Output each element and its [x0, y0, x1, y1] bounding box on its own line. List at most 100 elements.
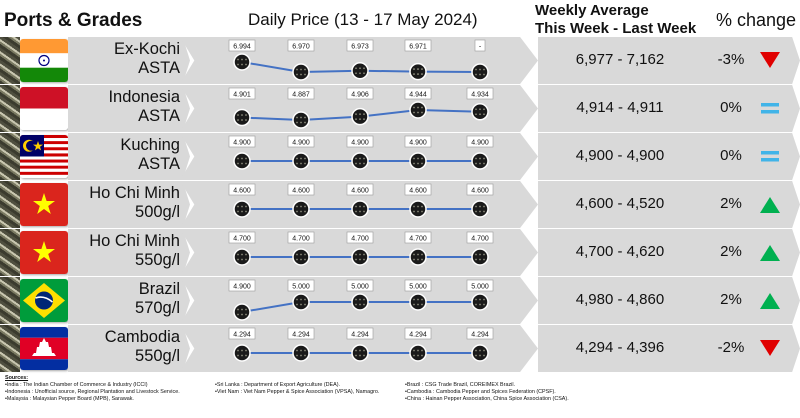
data-point: 4.934 [466, 87, 494, 121]
peppercorn-speckle [245, 157, 247, 160]
peppercorn-speckle [363, 205, 365, 208]
trend-up-icon [758, 181, 782, 228]
peppercorn-speckle [475, 157, 477, 160]
peppercorn-speckle [304, 73, 306, 76]
peppercorn-speckle [413, 210, 415, 213]
peppercorn-marker [351, 62, 369, 80]
peppercorn-speckle [483, 258, 485, 261]
peppercorn-speckle [363, 162, 365, 165]
peppercorn-speckle [241, 349, 243, 352]
peppercorn-speckle [245, 354, 247, 357]
data-label-box [404, 279, 432, 292]
peppercorn-speckle [237, 253, 239, 256]
peppercorn-speckle [479, 205, 481, 208]
price-row: Kuching ASTA 4,900 - 4,900 0% 4.900 4.900 4.90… [0, 133, 800, 180]
peppercorn-speckle [359, 253, 361, 256]
source-item: China : Hainan Pepper Association, China… [405, 396, 569, 403]
port-name: Cambodia 550g/l [105, 328, 180, 366]
peppercorn-marker [409, 152, 427, 170]
peppercorn-speckle [241, 63, 243, 66]
grade-label: 570g/l [135, 299, 180, 317]
peppercorn-speckle [363, 354, 365, 357]
peppercorn-marker [351, 152, 369, 170]
peppercorn-speckle [300, 157, 302, 160]
peppercorn-speckle [483, 108, 485, 111]
peppercorn-speckle [300, 258, 302, 261]
data-label-box [287, 327, 315, 340]
decorative-pepper-strip [0, 37, 20, 84]
peppercorn-speckle [421, 162, 423, 165]
peppercorn-speckle [237, 308, 239, 311]
daily-price-line-chart: 4.294 4.294 4.294 4.294 4.294 [228, 327, 494, 362]
peppercorn-speckle [421, 349, 423, 352]
decorative-pepper-strip [0, 229, 20, 276]
decorative-pepper-strip [0, 133, 20, 180]
peppercorn-speckle [355, 118, 357, 121]
peppercorn-speckle [479, 68, 481, 71]
source-item: Sri Lanka : Department of Export Agricul… [215, 382, 379, 389]
data-label-box [346, 87, 374, 100]
peppercorn-speckle [479, 303, 481, 306]
peppercorn-speckle [417, 111, 419, 114]
peppercorn-speckle [359, 72, 361, 75]
peppercorn-speckle [296, 349, 298, 352]
peppercorn-speckle [483, 113, 485, 116]
peppercorn-speckle [413, 258, 415, 261]
peppercorn-speckle [296, 121, 298, 124]
data-label-box [287, 231, 315, 244]
header-daily-price: Daily Price (13 - 17 May 2024) [248, 10, 478, 29]
data-point: 4.294 [228, 327, 256, 362]
weekly-average-value: 4,600 - 4,520 [575, 195, 665, 212]
peppercorn-marker [292, 152, 310, 170]
peppercorn-speckle [355, 113, 357, 116]
decorative-pepper-strip [0, 181, 20, 228]
peppercorn-marker [409, 200, 427, 218]
peppercorn-speckle [363, 258, 365, 261]
price-row: Cambodia 550g/l 4,294 - 4,396 -2% 4.294 4.294… [0, 325, 800, 372]
peppercorn-speckle [300, 68, 302, 71]
peppercorn-speckle [304, 210, 306, 213]
peppercorn-speckle [300, 210, 302, 213]
data-label-box [228, 327, 256, 340]
peppercorn-speckle [421, 157, 423, 160]
peppercorn-speckle [421, 106, 423, 109]
peppercorn-speckle [245, 258, 247, 261]
peppercorn-speckle [475, 349, 477, 352]
data-label: 4.294 [471, 332, 489, 339]
data-label-box [228, 279, 256, 292]
data-label-box [346, 231, 374, 244]
peppercorn-speckle [355, 253, 357, 256]
change-value: 2% [720, 243, 742, 260]
series-line-segment [241, 116, 302, 121]
data-label: 4.294 [292, 332, 310, 339]
peppercorn-speckle [245, 313, 247, 316]
data-label: 4.294 [233, 332, 251, 339]
peppercorn-speckle [413, 303, 415, 306]
data-label: 4.600 [471, 188, 489, 195]
peppercorn-marker [351, 248, 369, 266]
peppercorn-speckle [300, 73, 302, 76]
data-label-box [466, 231, 494, 244]
peppercorn-speckle [417, 258, 419, 261]
peppercorn-marker [409, 62, 427, 81]
data-label: 4.900 [409, 140, 427, 147]
data-point: 4.294 [287, 327, 315, 362]
data-label: 6.994 [233, 44, 251, 51]
peppercorn-speckle [300, 162, 302, 165]
peppercorn-speckle [421, 73, 423, 75]
peppercorn-speckle [475, 68, 477, 71]
peppercorn-speckle [241, 308, 243, 311]
grade-label: 550g/l [135, 251, 180, 269]
peppercorn-speckle [304, 162, 306, 165]
peppercorn-speckle [245, 210, 247, 213]
port-label: Ho Chi Minh [89, 232, 180, 250]
peppercorn-speckle [304, 349, 306, 352]
weekly-average-value: 4,980 - 4,860 [575, 291, 665, 308]
trend-up-icon [758, 277, 782, 324]
port-label: Cambodia [104, 328, 180, 346]
peppercorn-marker [471, 103, 489, 121]
peppercorn-speckle [363, 113, 365, 116]
peppercorn-speckle [245, 114, 247, 116]
peppercorn-speckle [363, 210, 365, 213]
decorative-pepper-strip [0, 325, 20, 372]
